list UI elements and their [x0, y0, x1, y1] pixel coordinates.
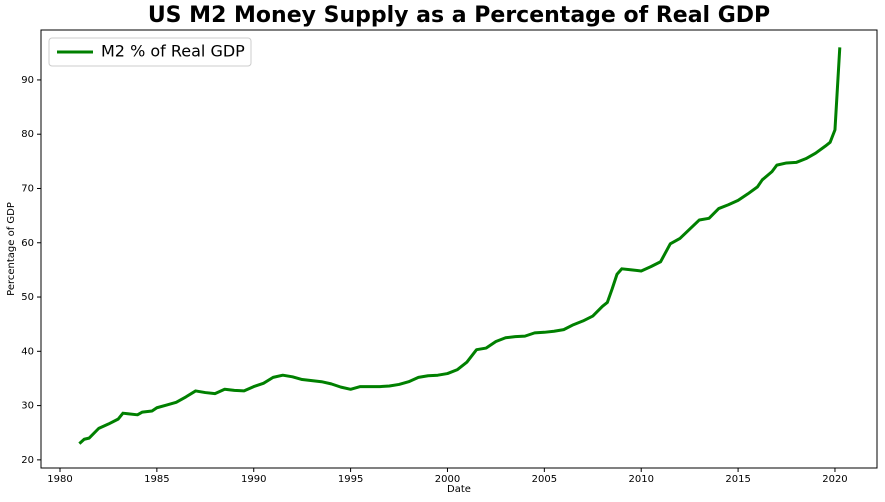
data-line: [78, 47, 842, 445]
y-tick-label: 70: [21, 183, 34, 194]
legend-box: [48, 37, 252, 67]
chart-title: US M2 Money Supply as a Percentage of Re…: [148, 3, 770, 28]
y-tick-label: 40: [21, 346, 34, 357]
y-tick-label: 50: [21, 292, 34, 303]
y-tick-label: 80: [21, 129, 34, 140]
x-tick-label: 2005: [532, 474, 557, 485]
y-axis-label: Percentage of GDP: [6, 202, 17, 296]
x-tick-label: 1995: [338, 474, 363, 485]
x-tick-label: 2010: [628, 474, 653, 485]
legend-label: M2 % of Real GDP: [101, 42, 245, 61]
x-axis-label: Date: [447, 484, 471, 495]
x-tick-label: 1990: [241, 474, 266, 485]
plot-frame: [40, 29, 878, 469]
y-tick-label: 30: [21, 401, 34, 412]
x-tick-label: 1985: [144, 474, 169, 485]
x-tick-label: 2000: [435, 474, 460, 485]
y-tick-label: 90: [21, 75, 34, 86]
y-tick-label: 60: [21, 238, 34, 249]
x-tick-label: 2020: [822, 474, 847, 485]
y-tick-label: 20: [21, 455, 34, 466]
x-tick-label: 1980: [47, 474, 72, 485]
x-tick-label: 2015: [725, 474, 750, 485]
